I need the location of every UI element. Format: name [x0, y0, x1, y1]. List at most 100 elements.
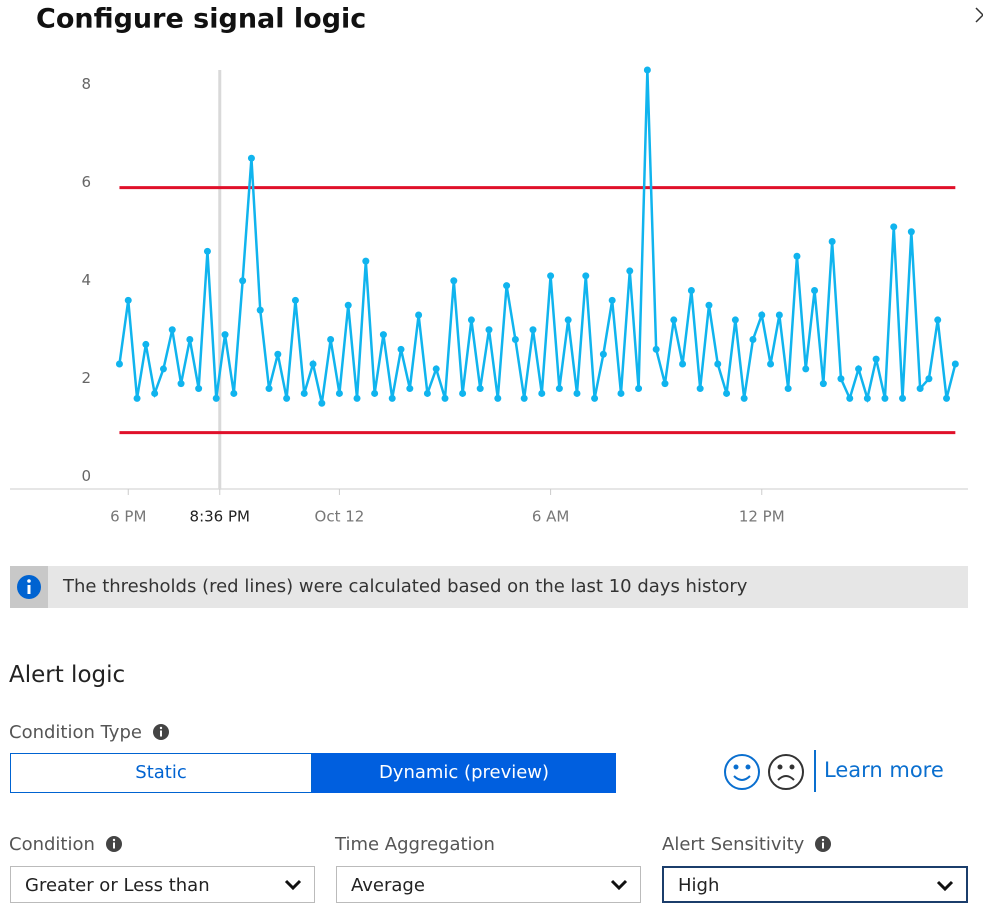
data-point	[494, 394, 502, 402]
data-point	[168, 326, 176, 334]
data-point	[626, 267, 634, 275]
data-point	[529, 326, 537, 334]
field-label: Time Aggregation	[335, 834, 495, 855]
data-point	[151, 389, 159, 397]
info-text: The thresholds (red lines) were calculat…	[63, 576, 748, 597]
data-point	[635, 385, 643, 393]
title: Configure signal logic	[36, 4, 366, 35]
data-point	[203, 247, 211, 255]
data-point	[133, 394, 141, 402]
data-point	[582, 272, 590, 280]
data-point	[450, 277, 458, 285]
frown-icon[interactable]	[768, 754, 804, 790]
data-point	[230, 389, 238, 397]
data-point	[379, 331, 387, 339]
feedback-icons	[724, 754, 804, 790]
data-point	[784, 385, 792, 393]
learn-more-link[interactable]: Learn more	[824, 758, 944, 782]
smile-icon[interactable]	[724, 754, 760, 790]
data-point	[819, 380, 827, 388]
dropdown[interactable]: Greater or Less than	[10, 866, 315, 903]
label-text: Condition	[9, 834, 95, 855]
y-tick-label: 8	[81, 75, 91, 93]
data-point	[415, 311, 423, 319]
info-icon	[17, 575, 41, 599]
data-point	[309, 360, 317, 368]
x-tick-label: 6 PM	[110, 508, 146, 526]
data-point	[951, 360, 959, 368]
x-tick-label: 12 PM	[739, 508, 785, 526]
data-point	[925, 375, 933, 383]
data-point	[353, 394, 361, 402]
data-point	[441, 394, 449, 402]
data-point	[749, 336, 757, 344]
data-point	[599, 350, 607, 358]
data-point	[934, 316, 942, 324]
chevron	[610, 879, 628, 891]
toggle-option[interactable]: Static	[10, 753, 312, 793]
data-point	[388, 394, 396, 402]
info-icon	[815, 836, 832, 852]
data-point	[802, 365, 810, 373]
y-tick-label: 0	[81, 467, 91, 485]
data-point	[467, 316, 475, 324]
x-tick-label: 8:36 PM	[190, 508, 250, 526]
data-point	[767, 360, 775, 368]
data-point	[547, 272, 555, 280]
label-text: Condition Type	[9, 722, 142, 743]
divider	[814, 750, 816, 792]
data-point	[899, 394, 907, 402]
data-point	[335, 389, 343, 397]
data-point	[397, 345, 405, 353]
dropdown[interactable]: Average	[336, 866, 641, 903]
data-point	[247, 154, 255, 162]
info-icon	[152, 724, 169, 740]
label-text: Alert Sensitivity	[662, 834, 805, 855]
chevron	[936, 880, 954, 892]
y-tick-label: 4	[81, 271, 91, 289]
data-point	[432, 365, 440, 373]
data-point	[318, 399, 326, 407]
data-point	[846, 394, 854, 402]
data-point	[943, 394, 951, 402]
dropdown[interactable]: High	[662, 866, 968, 903]
data-point	[775, 311, 783, 319]
data-point	[907, 228, 915, 236]
y-tick-label: 2	[81, 369, 91, 387]
data-point	[714, 360, 722, 368]
data-point	[283, 394, 291, 402]
close-icon[interactable]	[975, 7, 983, 23]
data-point	[195, 385, 203, 393]
data-point	[511, 336, 519, 344]
data-point	[476, 385, 484, 393]
chevron	[284, 879, 302, 891]
section-title: Alert logic	[9, 662, 126, 688]
data-point	[793, 252, 801, 260]
data-point	[177, 380, 185, 388]
data-point	[617, 389, 625, 397]
x-tick-label: 6 AM	[532, 508, 570, 526]
toggle-option-selected[interactable]: Dynamic (preview)	[312, 753, 616, 793]
data-point	[890, 223, 898, 231]
data-point	[661, 380, 669, 388]
field-label: Condition	[9, 834, 123, 855]
data-point	[291, 296, 299, 304]
data-point	[423, 389, 431, 397]
dropdown-value: Average	[351, 875, 425, 896]
data-point	[591, 394, 599, 402]
field-label: Condition Type	[9, 722, 170, 743]
data-point	[538, 389, 546, 397]
data-point	[274, 350, 282, 358]
data-point	[159, 365, 167, 373]
dropdown-value: High	[678, 875, 720, 896]
data-point	[186, 336, 194, 344]
data-point	[758, 311, 766, 319]
data-point	[555, 385, 563, 393]
data-point	[221, 331, 229, 339]
data-point	[828, 238, 836, 246]
data-point	[124, 296, 132, 304]
data-point	[239, 277, 247, 285]
data-point	[881, 394, 889, 402]
data-point	[696, 385, 704, 393]
